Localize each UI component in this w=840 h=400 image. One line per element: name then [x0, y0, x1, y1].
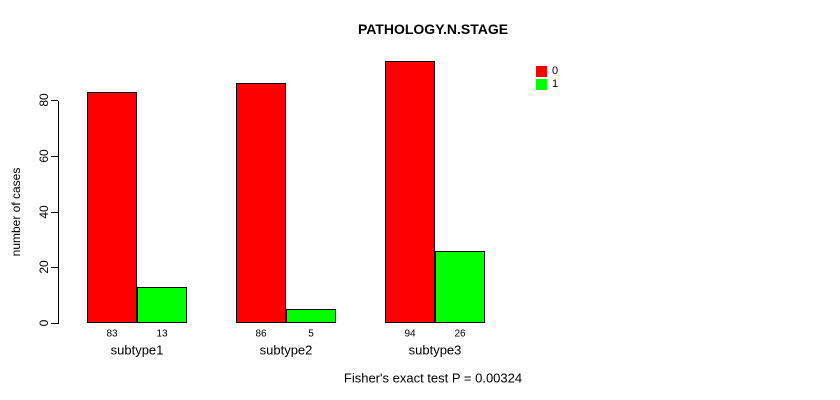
category-label-subtype1: subtype1 — [110, 342, 164, 358]
bar-subtype3-series0 — [385, 61, 435, 323]
y-axis-tick — [51, 211, 58, 213]
bar-subtype2-series1 — [286, 309, 336, 323]
y-axis-tick-label: 0 — [37, 319, 51, 327]
bar-value-label-subtype1-series1: 13 — [156, 328, 168, 340]
y-axis-line — [58, 101, 59, 324]
bar-subtype2-series0 — [236, 83, 286, 323]
legend-label-1: 1 — [552, 78, 559, 90]
legend-label-0: 0 — [552, 65, 559, 77]
y-axis-tick — [51, 267, 58, 269]
legend-item-0: 0 — [536, 65, 558, 78]
legend-swatch-0 — [536, 66, 547, 77]
bar-value-label-subtype3-series1: 26 — [454, 328, 466, 340]
y-axis-tick-label: 40 — [37, 204, 51, 219]
y-axis-title: number of cases — [9, 167, 23, 257]
legend-swatch-1 — [536, 79, 547, 90]
bar-subtype1-series0 — [87, 92, 137, 323]
bar-value-label-subtype2-series1: 5 — [308, 328, 314, 340]
bar-value-label-subtype1-series0: 83 — [106, 328, 118, 340]
bar-value-label-subtype3-series0: 94 — [404, 328, 416, 340]
bar-subtype3-series1 — [435, 251, 485, 323]
legend-item-1: 1 — [536, 78, 558, 91]
y-axis-tick-label: 60 — [37, 149, 51, 163]
chart-title: PATHOLOGY.N.STAGE — [357, 21, 509, 37]
category-label-subtype2: subtype2 — [259, 342, 313, 358]
y-axis-tick — [51, 323, 58, 324]
y-axis-tick-label: 20 — [37, 260, 51, 274]
bar-value-label-subtype2-series0: 86 — [255, 328, 267, 340]
category-label-subtype3: subtype3 — [408, 342, 462, 358]
y-axis-tick — [51, 100, 58, 101]
y-axis-tick — [51, 155, 58, 157]
fisher-test-annotation: Fisher's exact test P = 0.00324 — [343, 370, 523, 386]
bar-subtype1-series1 — [137, 287, 187, 323]
y-axis-tick-label: 80 — [37, 93, 51, 107]
